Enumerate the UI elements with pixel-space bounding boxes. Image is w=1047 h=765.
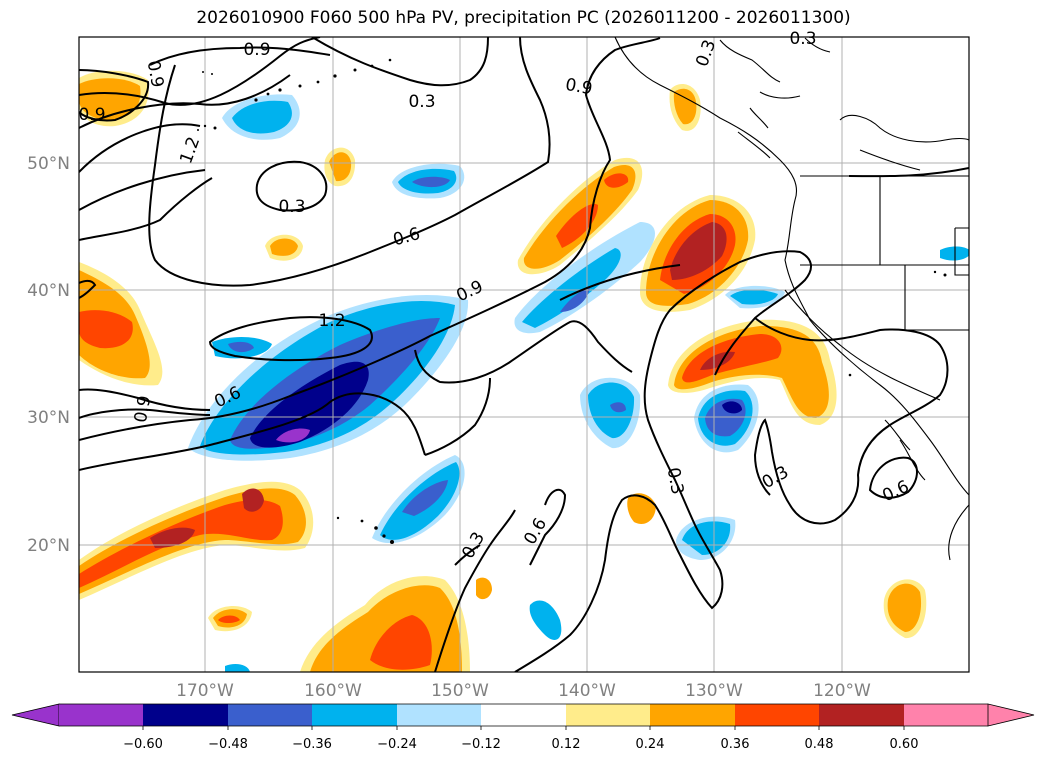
colorbar-tick: −0.12 [461,737,501,752]
shade-pos-band-4 [604,173,629,188]
colorbar-tick: −0.24 [377,737,417,752]
lon-label-150w: 150°W [431,681,489,701]
shade-neg-coast-2 [730,289,778,305]
colorbar-segment [735,704,820,726]
shade-neg-small-4 [225,664,250,672]
shade-pos-ne-4 [670,222,727,280]
colorbar-segment [59,704,144,726]
shade-pos-nw-corner-2 [79,78,141,121]
colorbar-tick: 0.36 [721,737,750,752]
map-title: 2026010900 F060 500 hPa PV, precipitatio… [196,8,851,28]
lat-label-40n: 40°N [27,281,70,301]
contour-label: 0.3 [663,466,687,496]
shade-neg-small-3 [940,246,969,261]
lat-label-30n: 30°N [27,408,70,428]
colorbar-segment [566,704,651,726]
contour-label: 0.3 [789,29,816,49]
shade-neg-band-2 [522,248,621,328]
contour-label: 1.2 [176,134,204,166]
contour-label: 0.6 [520,515,551,548]
shade-pos-east-3 [682,334,782,383]
shade-neg-mid-3 [610,402,626,413]
shade-pos-small-c3 [218,615,240,623]
shade-pos-sw-3 [79,499,283,588]
precipitation-shading [79,70,969,672]
shade-neg-small-1b [682,521,731,555]
lon-label-170w: 170°W [176,681,234,701]
shade-neg-hawaii-3 [402,480,448,516]
shade-pos-sw-4 [150,527,195,548]
shade-pos-alaska-2 [673,88,697,125]
colorbar-tick: 0.60 [890,737,919,752]
colorbar-segment [650,704,735,726]
contour-label: 0.9 [243,40,270,60]
colorbar-extend-high [987,703,1035,727]
shade-pos-small-d [627,493,656,525]
lat-label-20n: 20°N [27,536,70,556]
colorbar-tick: 0.24 [636,737,665,752]
shade-pos-sw-4b [242,488,264,512]
longitude-labels: 170°W 160°W 150°W 140°W 130°W 120°W [176,681,871,701]
contour-label: 0.9 [564,75,594,99]
shade-neg-mid-2 [588,382,635,439]
contour-label: 0.3 [408,92,435,112]
colorbar-segment [143,704,228,726]
colorbar-tick: −0.36 [292,737,332,752]
colorbar-tick: 0.12 [552,737,581,752]
colorbar-segment [397,704,482,726]
contour-label: 0.9 [131,394,155,424]
shade-neg-aleutian-2 [232,100,292,134]
colorbar: −0.60 −0.48 −0.36 −0.24 −0.12 0.12 0.24 … [11,703,1035,752]
shade-neg-gulf-3 [412,176,450,188]
colorbar-tick: 0.48 [805,737,834,752]
contour-label: 0.3 [692,37,720,69]
colorbar-extend-low [11,703,60,727]
contour-label: 1.2 [318,311,345,331]
shade-neg-east-4 [722,401,742,414]
shade-pos-small-a2 [329,152,352,182]
colorbar-tick: −0.60 [123,737,163,752]
lon-label-140w: 140°W [558,681,616,701]
lon-label-120w: 120°W [813,681,871,701]
shade-neg-west-lobe-2 [228,341,254,353]
latitude-labels: 50°N 40°N 30°N 20°N [27,154,70,556]
shade-pos-small-b2 [270,238,298,256]
contour-label: 0.3 [278,197,305,217]
contour-label: 0.6 [391,224,422,250]
map-frame [78,36,970,673]
colorbar-segment [904,704,989,726]
colorbar-tick: −0.48 [208,737,248,752]
colorbar-segment [819,704,904,726]
colorbar-segment [312,704,397,726]
shade-neg-small-2 [529,600,562,640]
shade-pos-east-4 [700,351,735,370]
shade-pos-small-e [476,577,492,600]
lon-label-130w: 130°W [685,681,743,701]
graticule [79,37,969,672]
shade-neg-band-3 [560,288,590,312]
lon-label-160w: 160°W [304,681,362,701]
colorbar-segment [228,704,313,726]
shade-pos-west-3 [79,310,133,349]
shade-pos-small-f2 [887,583,922,632]
contour-label: 0.9 [143,59,167,89]
colorbar-segment [481,704,566,726]
contour-label: 0.9 [78,105,105,125]
contour-label: 0.6 [879,477,912,507]
shade-pos-south-3 [370,615,432,670]
shade-neg-core [276,428,310,443]
pv-contours [79,37,969,672]
lat-label-50n: 50°N [27,154,70,174]
